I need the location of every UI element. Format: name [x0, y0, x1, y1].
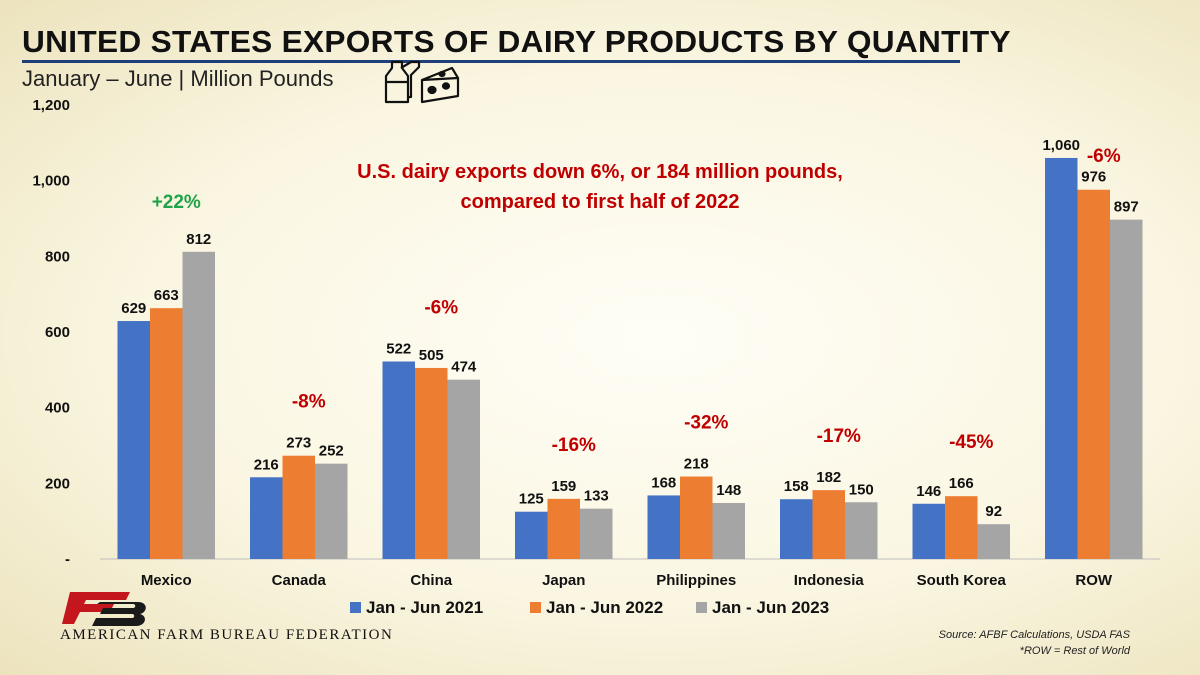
data-label: 976: [1081, 169, 1106, 186]
bar: [812, 490, 845, 559]
y-tick-label: 1,200: [32, 97, 70, 114]
annotation-line: compared to first half of 2022: [461, 191, 740, 213]
afbf-logo: [62, 592, 146, 626]
x-tick-label: Indonesia: [794, 572, 865, 589]
data-label: 629: [121, 300, 146, 317]
change-label: -32%: [684, 413, 728, 434]
data-label: 158: [784, 478, 809, 495]
title-underline: [22, 60, 960, 63]
bar: [680, 476, 713, 559]
bar: [250, 477, 283, 559]
x-tick-label: Mexico: [141, 572, 192, 589]
data-label: 663: [154, 287, 179, 304]
data-label: 166: [949, 475, 974, 492]
bar: [515, 511, 548, 559]
cheese-icon: [420, 66, 460, 104]
data-label: 474: [451, 359, 477, 376]
data-label: 218: [684, 456, 709, 473]
x-tick-label: Philippines: [656, 572, 736, 589]
bar: [945, 496, 978, 559]
bar: [780, 499, 813, 559]
data-label: 92: [985, 503, 1002, 520]
bar: [415, 367, 448, 559]
annotation-line: U.S. dairy exports down 6%, or 184 milli…: [357, 161, 843, 183]
organization-name: AMERICAN FARM BUREAU FEDERATION: [60, 627, 394, 643]
legend-label: Jan - Jun 2021: [366, 598, 483, 617]
bar: [580, 508, 613, 559]
data-label: 146: [916, 483, 941, 500]
data-label: 182: [816, 469, 841, 486]
y-tick-label: -: [65, 551, 70, 568]
change-label: -6%: [424, 298, 458, 319]
x-tick-label: South Korea: [917, 572, 1007, 589]
bar: [647, 495, 680, 559]
source-note: Source: AFBF Calculations, USDA FAS *ROW…: [939, 627, 1130, 659]
bar: [912, 503, 945, 559]
data-label: 150: [849, 481, 874, 498]
x-tick-label: Japan: [542, 572, 585, 589]
change-label: -45%: [949, 432, 993, 453]
legend-swatch: [350, 602, 361, 613]
bar: [1045, 157, 1078, 559]
data-label: 252: [319, 443, 344, 460]
y-tick-label: 1,000: [32, 173, 70, 190]
bar: [977, 524, 1010, 559]
change-label: +22%: [152, 192, 201, 213]
legend-label: Jan - Jun 2023: [712, 598, 829, 617]
data-label: 897: [1114, 199, 1139, 216]
bar: [282, 455, 315, 559]
source-text: Source: AFBF Calculations, USDA FAS: [938, 629, 1130, 641]
data-label: 133: [584, 488, 609, 505]
bar: [447, 379, 480, 559]
chart-title: UNITED STATES EXPORTS OF DAIRY PRODUCTS …: [22, 24, 1011, 59]
data-label: 168: [651, 474, 676, 491]
bar: [547, 498, 580, 559]
legend-swatch: [530, 602, 541, 613]
y-tick-label: 800: [45, 248, 70, 265]
legend-label: Jan - Jun 2022: [546, 598, 663, 617]
data-label: 812: [186, 231, 211, 248]
bar: [315, 463, 348, 559]
bar: [1077, 189, 1110, 559]
y-tick-label: 400: [45, 400, 70, 417]
bar: [150, 308, 183, 559]
change-label: -8%: [292, 392, 326, 413]
data-label: 505: [419, 347, 444, 364]
change-label: -17%: [817, 426, 861, 447]
data-label: 273: [286, 435, 311, 452]
dairy-icons: [384, 60, 460, 104]
bar: [845, 502, 878, 559]
bar: [117, 321, 150, 559]
data-label: 1,060: [1042, 137, 1080, 154]
milk-bottle-icon: [384, 60, 421, 104]
bar: [712, 503, 745, 559]
x-tick-label: Canada: [272, 572, 327, 589]
data-label: 159: [551, 478, 576, 495]
row-footnote: *ROW = Rest of World: [1019, 645, 1130, 657]
change-label: -6%: [1087, 146, 1121, 167]
change-label: -16%: [552, 435, 596, 456]
y-tick-label: 600: [45, 324, 70, 341]
x-tick-label: ROW: [1075, 572, 1113, 589]
chart-subtitle: January – June | Million Pounds: [22, 66, 334, 91]
y-tick-label: 200: [45, 475, 70, 492]
bar: [382, 361, 415, 559]
bar: [182, 251, 215, 559]
bar: [1110, 219, 1143, 559]
data-label: 216: [254, 456, 279, 473]
legend-swatch: [696, 602, 707, 613]
data-label: 148: [716, 482, 741, 499]
data-label: 125: [519, 491, 544, 508]
x-tick-label: China: [410, 572, 452, 589]
data-label: 522: [386, 341, 411, 358]
